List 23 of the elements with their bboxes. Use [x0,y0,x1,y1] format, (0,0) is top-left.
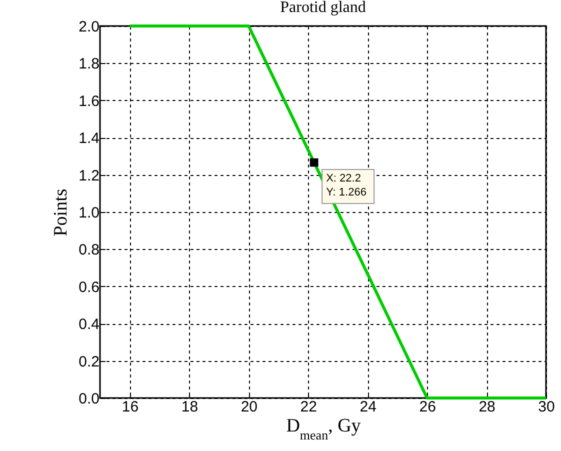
y-tick-label: 0.2 [78,353,100,370]
x-tick-label: 28 [478,398,496,416]
y-tick-label: 0.4 [78,316,100,334]
y-tick-label: 0.8 [78,242,100,259]
y-tick-label: 1.8 [78,56,100,73]
y-tick-label: 2.0 [78,18,100,36]
chart-title: Parotid gland [280,0,366,16]
x-tick-label: 18 [181,398,198,416]
x-tick-label: 26 [419,398,436,416]
annotation: X: 22.2 Y: 1.266 [326,172,366,199]
y-tick-label: 0.0 [78,390,100,408]
x-tick-label: 24 [360,398,376,416]
y-tick-label: 1.6 [78,92,100,110]
y-tick-label: 1.0 [78,204,100,222]
x-axis-title: D$_{mean}$, Gy [286,416,362,442]
x-tick-label: 30 [538,398,555,416]
x-tick-label: 22 [300,398,317,416]
y-axis-title: Points [50,188,72,236]
y-tick-label: 1.4 [78,130,100,148]
y-tick-label: 0.6 [78,278,100,296]
x-tick-label: 20 [240,398,258,416]
y-tick-label: 1.2 [78,167,100,184]
x-tick-label: 16 [122,398,139,416]
